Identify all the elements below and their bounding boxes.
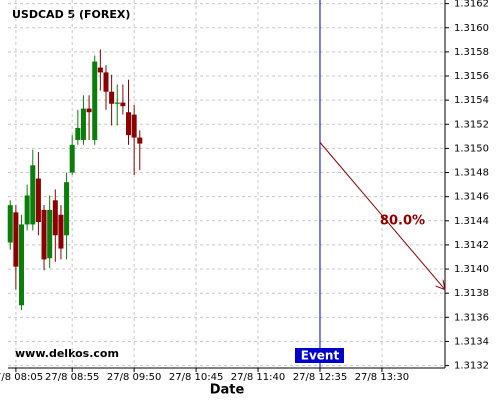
y-tick-label: 1.3134 (454, 336, 489, 347)
x-tick-label: 27/8 10:45 (169, 372, 223, 383)
candle-body (69, 144, 75, 173)
y-tick-label: 1.3154 (454, 95, 489, 106)
y-tick-label: 1.3132 (454, 361, 489, 372)
y-tick-label: 1.3146 (454, 192, 489, 203)
y-tick-label: 1.3150 (454, 143, 489, 154)
x-tick-label: 27/8 12:35 (293, 372, 347, 383)
candle-body (126, 112, 132, 136)
candle-body (35, 178, 41, 223)
x-axis-label: Date (210, 383, 245, 398)
candle-body (97, 67, 103, 73)
y-tick-label: 1.3138 (454, 288, 489, 299)
candle-body (86, 108, 92, 113)
candle-body (30, 165, 36, 225)
y-tick-label: 1.3152 (454, 119, 489, 130)
forecast-arrow (319, 142, 445, 289)
candle-body (75, 127, 81, 140)
x-tick-label: 27/8 09:50 (107, 372, 161, 383)
candle-body (103, 72, 109, 92)
y-tick-label: 1.3148 (454, 168, 489, 179)
candle-body (92, 61, 98, 140)
candle-body (58, 214, 64, 249)
y-tick-label: 1.3156 (454, 71, 489, 82)
forecast-label: 80.0% (380, 213, 425, 228)
footer: www.delkos.com (15, 347, 119, 360)
event-label: Event (301, 349, 340, 363)
y-tick-label: 1.3160 (454, 23, 489, 34)
candle-body (64, 182, 70, 236)
x-tick-label: 27/8 08:05 (0, 372, 43, 383)
y-tick-label: 1.3136 (454, 312, 489, 323)
chart-title: USDCAD 5 (FOREX) (12, 8, 130, 21)
candle-body (7, 205, 13, 243)
candle-body (80, 108, 86, 140)
candle-body (120, 102, 126, 107)
candle-body (13, 212, 19, 267)
y-tick-label: 1.3144 (454, 216, 489, 227)
y-tick-label: 1.3162 (454, 0, 489, 10)
candle-body (109, 91, 115, 104)
candle-body (41, 209, 47, 260)
candle-body (47, 209, 53, 259)
candle-body (52, 200, 58, 236)
x-tick-label: 27/8 08:55 (45, 372, 99, 383)
candle-body (19, 224, 25, 306)
y-tick-label: 1.3140 (454, 264, 489, 275)
candle-body (24, 195, 30, 225)
candle-body (137, 137, 143, 144)
y-tick-label: 1.3158 (454, 47, 489, 58)
event-badge (294, 348, 344, 363)
candle-body (114, 102, 120, 104)
x-tick-label: 27/8 13:30 (355, 372, 409, 383)
candle-body (131, 114, 137, 138)
x-tick-label: 27/8 11:40 (231, 372, 285, 383)
y-tick-label: 1.3142 (454, 240, 489, 251)
